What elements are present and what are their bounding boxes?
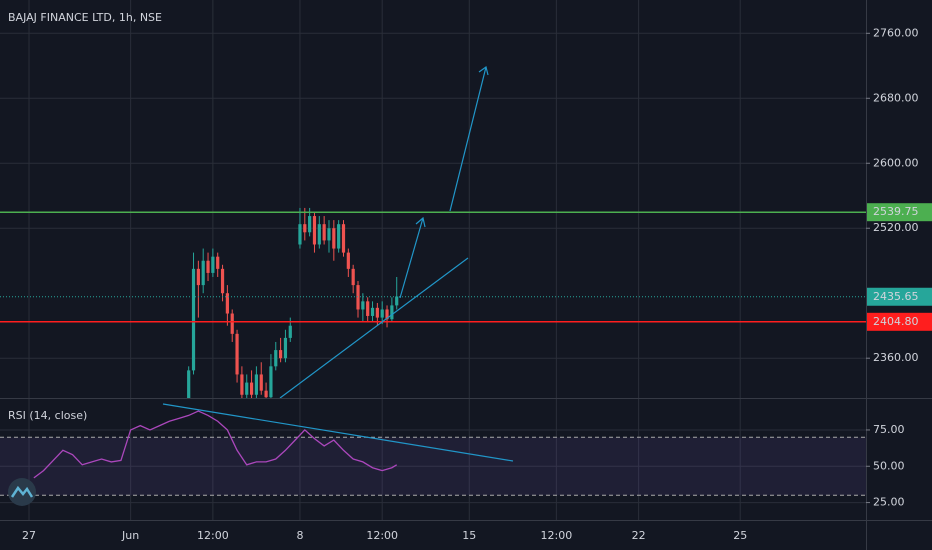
candle-body xyxy=(308,216,312,233)
arrow xyxy=(449,66,487,212)
candle-body xyxy=(196,268,200,286)
arrow-head xyxy=(415,216,426,228)
x-tick-label: 12:00 xyxy=(541,529,573,542)
rsi-band-fill xyxy=(0,437,866,496)
x-tick-label: 22 xyxy=(632,529,646,542)
arrow-head xyxy=(478,65,489,76)
candle-body xyxy=(225,293,229,314)
candle-body xyxy=(216,256,220,269)
x-tick-label: 8 xyxy=(296,529,303,542)
price-label-box xyxy=(867,287,932,306)
rsi-band xyxy=(0,436,866,496)
arrow xyxy=(399,217,424,299)
price-label: 2404.80 xyxy=(873,315,919,328)
y-tick-label: 2680.00 xyxy=(873,91,919,104)
x-tick-label: 15 xyxy=(462,529,476,542)
candle-body xyxy=(351,268,355,286)
candle-body xyxy=(385,309,389,320)
logo[interactable] xyxy=(8,478,36,506)
candle-body xyxy=(201,260,205,286)
candle-body xyxy=(245,382,249,395)
rsi-pane xyxy=(33,410,398,479)
axes: 27 Jun 12:00 8 12:00 15 12:00 22 25 2360.00 2520.0… xyxy=(22,26,932,542)
candle-body xyxy=(380,309,384,318)
candle-body xyxy=(288,325,292,338)
y-tick-label: 2600.00 xyxy=(873,156,919,169)
y-tick-label: 75.00 xyxy=(873,423,905,436)
candle-body xyxy=(361,301,365,310)
trend-line xyxy=(279,257,469,399)
candle-body xyxy=(390,305,394,320)
indicator-title: RSI (14, close) xyxy=(8,409,87,422)
rsi-line xyxy=(33,410,398,479)
candle-body xyxy=(375,307,379,318)
candle-body xyxy=(206,260,210,273)
candle-body xyxy=(240,374,244,395)
candle-body xyxy=(327,228,331,241)
price-label-box xyxy=(867,312,932,331)
x-tick-label: 12:00 xyxy=(366,529,398,542)
candle-body xyxy=(356,285,360,310)
candle-body xyxy=(370,307,375,316)
candle-body xyxy=(279,350,283,359)
candle-body xyxy=(283,337,288,359)
drawings xyxy=(162,65,514,462)
y-tick-label: 50.00 xyxy=(873,459,905,472)
candle-body xyxy=(395,296,399,306)
candle-body xyxy=(249,382,254,395)
candle-body xyxy=(366,301,370,316)
trend-line xyxy=(162,403,514,462)
price-label: 2435.65 xyxy=(873,290,919,303)
chart-title: BAJAJ FINANCE LTD, 1h, NSE xyxy=(8,11,162,24)
grid xyxy=(0,0,866,520)
candle-body xyxy=(274,350,278,367)
x-tick-label: 25 xyxy=(733,529,747,542)
candle-body xyxy=(259,374,263,391)
price-label: 2539.75 xyxy=(873,205,919,218)
y-tick-label: 2520.00 xyxy=(873,221,919,234)
candle-body xyxy=(322,224,326,241)
candle-body xyxy=(269,366,273,398)
candle-body xyxy=(230,313,234,334)
candle-body xyxy=(346,252,350,269)
x-tick-label: Jun xyxy=(121,529,139,542)
candle-body xyxy=(317,224,321,245)
y-tick-label: 2360.00 xyxy=(873,351,919,364)
candle-body xyxy=(312,216,317,245)
candle-body xyxy=(298,224,302,245)
candle-body xyxy=(254,374,259,395)
x-tick-label: 27 xyxy=(22,529,36,542)
candle-body xyxy=(235,333,239,375)
candle-body xyxy=(211,256,215,273)
candle-body xyxy=(220,268,225,294)
logo-mark[interactable] xyxy=(10,485,34,498)
candle-body xyxy=(187,370,191,398)
candle-body xyxy=(332,228,336,249)
price-label-box xyxy=(867,203,932,222)
candle-body xyxy=(303,224,307,233)
x-tick-label: 12:00 xyxy=(197,529,229,542)
candle-body xyxy=(264,390,268,398)
candle-body xyxy=(337,224,341,249)
price-pane xyxy=(0,207,866,398)
y-tick-label: 2760.00 xyxy=(873,26,919,39)
candle-body xyxy=(341,224,346,253)
y-tick-label: 25.00 xyxy=(873,496,905,509)
candle-body xyxy=(191,268,196,371)
